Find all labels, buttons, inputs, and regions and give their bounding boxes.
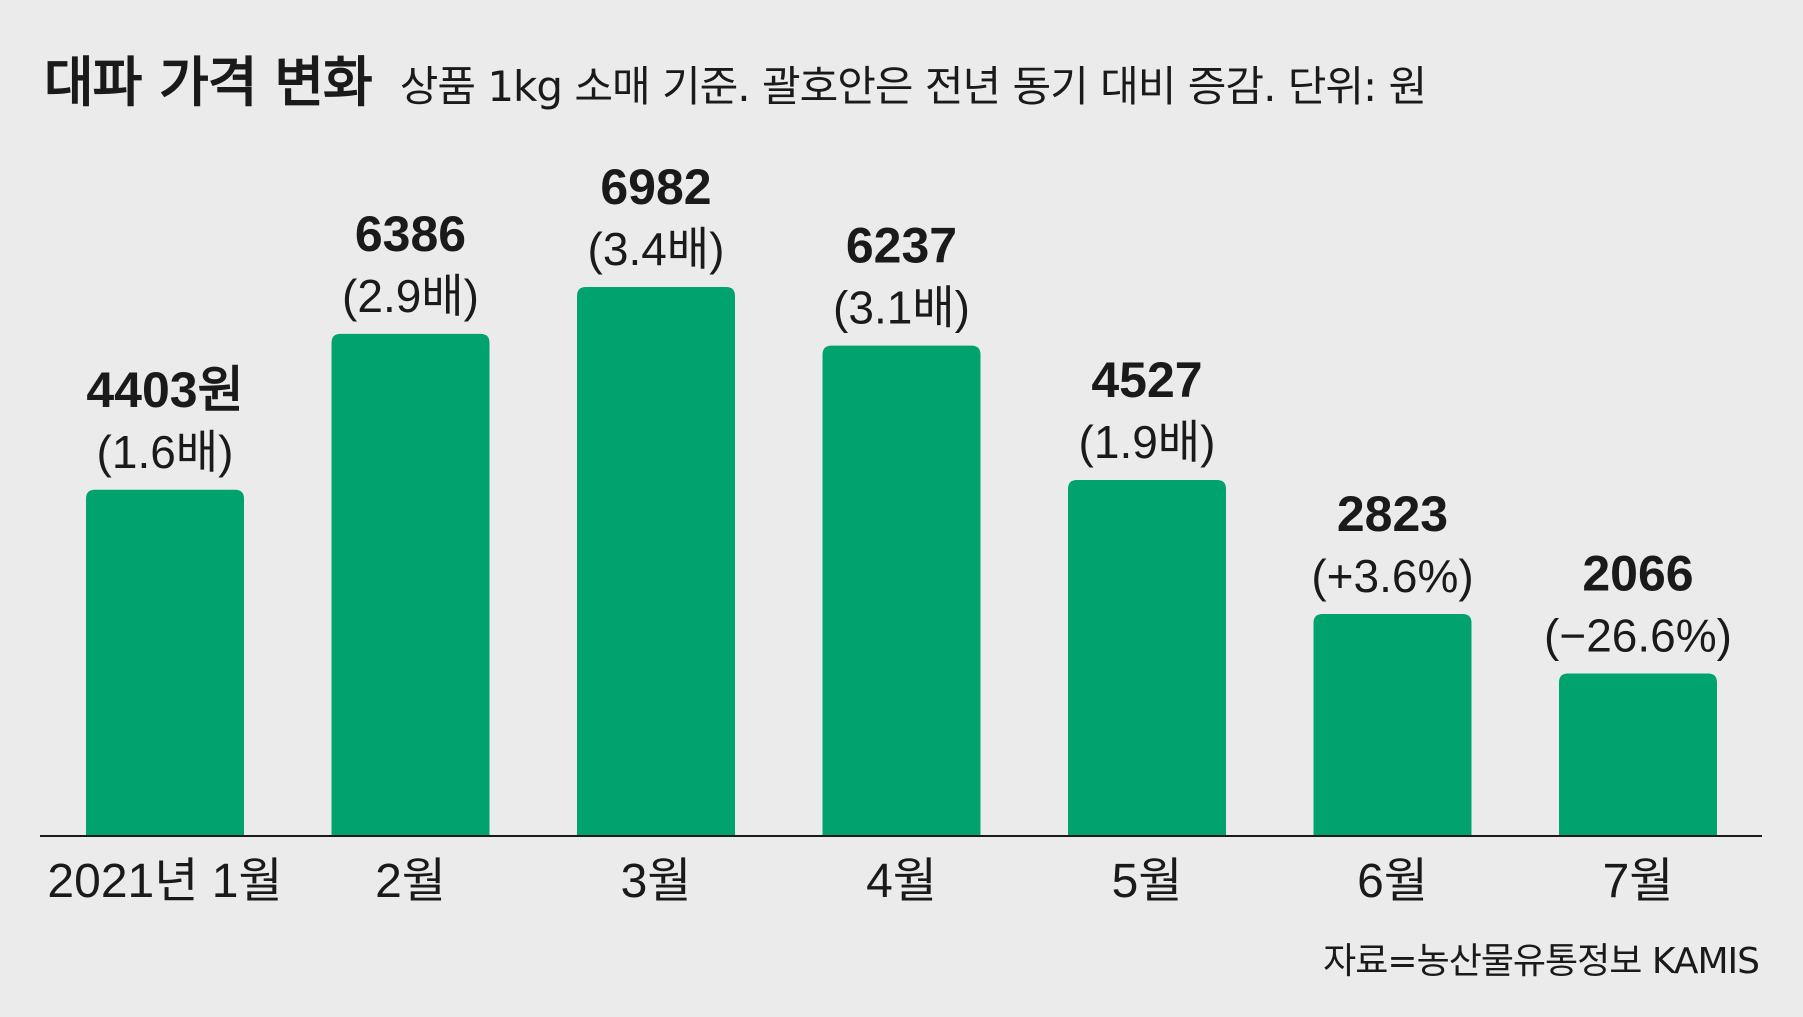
bar-2 [331,333,490,836]
value-label-1: 4403원 [86,362,243,418]
value-label-2: 6386 [355,206,466,262]
value-label-3: 6982 [600,159,711,215]
source-note: 자료=농산물유통정보 KAMIS [1323,941,1760,982]
bars-group [86,287,1717,836]
x-tick-label-5: 5월 [1112,855,1183,908]
title-row: 대파 가격 변화 상품 1kg 소매 기준. 괄호안은 전년 동기 대비 증감.… [44,38,1428,117]
bar-1 [86,489,244,836]
chart-subtitle: 상품 1kg 소매 기준. 괄호안은 전년 동기 대비 증감. 단위: 원 [399,62,1428,111]
bar-7 [1559,673,1717,836]
change-label-3: (3.4배) [588,223,725,275]
x-tick-label-3: 3월 [621,855,692,908]
x-tick-label-2: 2월 [375,855,446,908]
bar-3 [577,287,735,836]
value-label-5: 4527 [1091,352,1202,408]
value-label-6: 2823 [1337,486,1448,542]
x-tick-label-6: 6월 [1357,855,1428,908]
change-label-5: (1.9배) [1079,416,1216,468]
labels-group: (1.6배) 4403원 2021년 1월 (2.9배) 6386 2월 (3.4배) 698… [47,159,1732,908]
x-tick-label-7: 7월 [1603,855,1674,908]
change-label-2: (2.9배) [342,270,479,322]
change-label-7: (−26.6%) [1544,610,1732,662]
bar-4 [822,345,981,836]
chart-title: 대파 가격 변화 [44,51,373,114]
x-tick-label-1: 2021년 1월 [47,855,282,908]
value-label-7: 2066 [1582,546,1693,602]
change-label-1: (1.6배) [97,426,234,478]
value-label-4: 6237 [846,218,957,274]
change-label-4: (3.1배) [833,282,970,334]
change-label-6: (+3.6%) [1311,550,1473,602]
bar-5 [1068,480,1226,836]
x-tick-label-4: 4월 [866,855,937,908]
bar-6 [1313,614,1472,836]
